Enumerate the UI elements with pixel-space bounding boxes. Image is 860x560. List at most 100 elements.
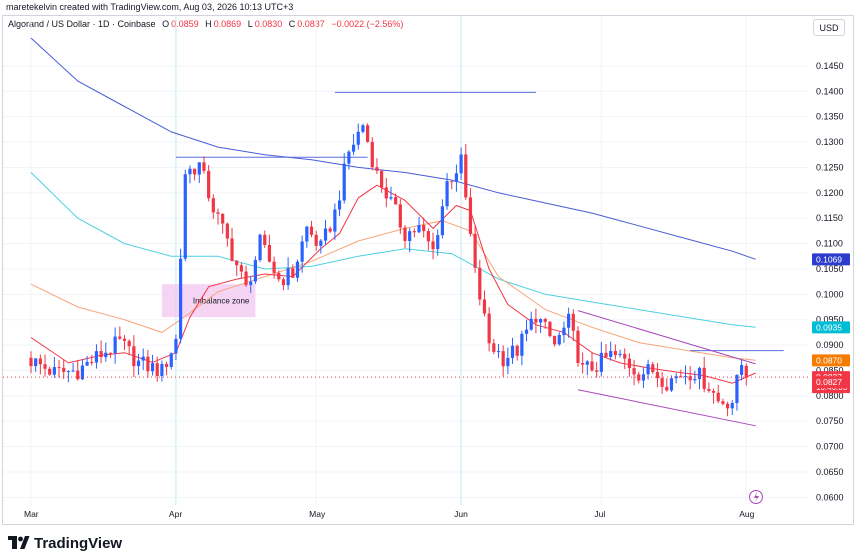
candle-body <box>436 235 440 250</box>
candle-body <box>440 206 444 236</box>
candle-body <box>730 403 734 409</box>
y-tick-label: 0.1250 <box>816 162 844 172</box>
candle-body <box>445 181 449 207</box>
candle-body <box>384 187 388 199</box>
candle-body <box>618 353 622 356</box>
candle-body <box>711 390 716 393</box>
candle-body <box>76 370 80 380</box>
candle-body <box>323 228 328 241</box>
lightning-icon-ring <box>749 490 763 504</box>
candle-body <box>146 356 150 372</box>
y-tick-label: 0.0800 <box>816 391 844 401</box>
candle-body <box>740 365 744 375</box>
candle-body <box>351 144 356 152</box>
candle-body <box>122 338 127 341</box>
open-value: 0.0859 <box>171 19 199 29</box>
candle-body <box>408 231 412 241</box>
candle-body <box>627 358 631 369</box>
x-tick-label: Mar <box>24 509 39 519</box>
price-label-box <box>812 321 850 334</box>
candle-body <box>216 212 220 214</box>
candle-body <box>576 330 580 363</box>
candle-body <box>585 361 589 365</box>
price-label: 0.1069 <box>816 254 842 264</box>
candle-body <box>370 141 374 168</box>
candle-body <box>239 265 243 272</box>
candle-body <box>632 368 636 375</box>
candle-body <box>674 376 678 379</box>
candle-body <box>193 168 197 175</box>
y-tick-label: 0.1100 <box>816 239 843 249</box>
candle-body <box>688 376 692 381</box>
candle-body <box>188 168 192 175</box>
candle-body <box>571 313 575 331</box>
candle-body <box>506 357 510 367</box>
candle-body <box>113 336 117 354</box>
candle-body <box>660 378 664 387</box>
imbalance-zone-label: Imbalance zone <box>193 297 250 306</box>
y-tick-label: 0.0900 <box>816 340 844 350</box>
candle-body <box>716 392 720 402</box>
candle-body <box>29 357 33 367</box>
candle-body <box>314 234 318 246</box>
candle-body <box>581 362 585 365</box>
candle-body <box>520 333 524 356</box>
price-label-box <box>812 354 850 367</box>
symbol-legend: Algorand / US Dollar · 1D · Coinbase O 0.… <box>8 19 403 29</box>
low-value: 0.0830 <box>254 19 283 29</box>
x-tick-label: Jun <box>454 509 468 519</box>
candle-body <box>487 313 491 344</box>
candle-body <box>99 351 103 358</box>
candle-body <box>510 345 515 358</box>
candle-body <box>538 319 543 323</box>
moving-average-3 <box>30 220 756 361</box>
candle-body <box>207 170 211 199</box>
y-tick-label: 0.0600 <box>816 492 844 502</box>
candle-body <box>683 376 688 378</box>
candle-body <box>651 364 655 373</box>
open-label: O <box>162 19 170 29</box>
candle-body <box>179 258 183 339</box>
candle-body <box>211 198 215 213</box>
candle-body <box>394 197 398 205</box>
moving-average-1 <box>30 37 756 260</box>
y-tick-label: 0.0650 <box>816 467 844 477</box>
candle-body <box>319 240 323 246</box>
candle-body <box>389 197 393 199</box>
candle-body <box>697 367 702 380</box>
candle-body <box>496 351 501 353</box>
x-tick-label: Jul <box>594 509 605 519</box>
price-label-box <box>812 376 850 389</box>
candle-body <box>94 351 99 363</box>
candle-body <box>80 365 85 380</box>
candle-body <box>281 279 286 286</box>
candle-body <box>197 162 201 175</box>
candle-body <box>244 271 248 285</box>
candle-body <box>464 154 468 198</box>
candle-body <box>328 228 332 232</box>
x-tick-label: May <box>309 509 326 519</box>
candle-body <box>725 403 730 409</box>
candle-body <box>426 231 430 242</box>
candle-body <box>398 204 402 228</box>
y-tick-label: 0.1200 <box>816 188 844 198</box>
candle-body <box>253 260 257 282</box>
candle-body <box>721 401 725 404</box>
tradingview-logo[interactable]: TradingView <box>8 533 122 553</box>
currency-button[interactable]: USD <box>813 19 845 36</box>
candle-body <box>482 299 487 314</box>
candle-body <box>702 367 706 389</box>
candle-body <box>562 327 566 336</box>
candle-body <box>735 374 739 404</box>
moving-average-4 <box>30 184 756 384</box>
candle-body <box>515 345 519 356</box>
candle-body <box>492 343 496 352</box>
candle-body <box>291 268 295 278</box>
candle-body <box>286 268 290 286</box>
high-value: 0.0869 <box>213 19 242 29</box>
candle-body <box>478 267 482 300</box>
candle-body <box>71 370 75 372</box>
y-tick-label: 0.1300 <box>816 137 844 147</box>
candle-body <box>48 368 52 375</box>
